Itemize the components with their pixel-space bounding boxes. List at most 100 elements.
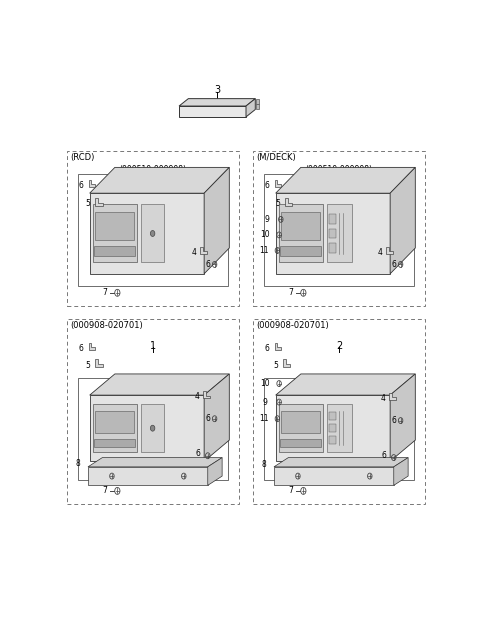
Polygon shape [275,180,281,187]
Text: 3: 3 [214,85,220,95]
Text: 6: 6 [391,260,396,269]
Polygon shape [274,467,394,485]
Text: 6: 6 [264,344,270,353]
Polygon shape [208,458,222,485]
Text: 10: 10 [261,230,270,239]
Bar [329,243,336,253]
Bar [93,204,137,263]
Text: 6: 6 [391,416,396,425]
Polygon shape [394,458,408,485]
Polygon shape [204,167,229,274]
Polygon shape [204,374,229,462]
Polygon shape [90,167,229,193]
Polygon shape [386,247,393,254]
Circle shape [150,425,155,431]
Text: 7: 7 [288,288,294,297]
Bar [281,212,320,240]
Text: (000908-020701): (000908-020701) [71,321,143,330]
Text: 6: 6 [264,181,270,190]
Polygon shape [90,395,204,462]
Bar [67,151,239,306]
Text: 2: 2 [336,341,342,351]
Polygon shape [275,343,281,350]
Text: 7: 7 [288,487,294,495]
Text: 5: 5 [85,199,90,208]
Polygon shape [88,467,208,485]
Text: (M/DECK): (M/DECK) [256,153,296,162]
Text: 1: 1 [150,341,156,351]
Bar [94,246,135,256]
Bar [253,151,424,306]
Bar [94,439,135,447]
Text: 6: 6 [79,181,84,190]
Bar [280,439,322,447]
Bar [78,174,228,287]
Bar [96,212,134,240]
Text: 6: 6 [195,449,200,458]
Polygon shape [95,198,103,206]
Bar [329,214,336,224]
Text: 7: 7 [103,288,108,297]
Bar [280,246,322,256]
Polygon shape [90,193,204,274]
Polygon shape [274,458,408,467]
Text: 6: 6 [205,414,210,423]
Text: 4: 4 [381,394,386,403]
Text: 11: 11 [259,414,268,423]
Text: 9: 9 [263,397,268,406]
Text: 6: 6 [381,451,386,460]
Text: (000510-000908): (000510-000908) [305,165,372,174]
Bar [256,104,259,108]
Polygon shape [283,359,290,367]
Polygon shape [89,180,96,187]
Text: 4: 4 [378,247,383,256]
Text: 1: 1 [150,176,156,187]
Bar [327,204,352,263]
Text: 6: 6 [205,260,210,269]
Polygon shape [276,395,390,462]
Polygon shape [90,374,229,395]
Bar [256,99,259,104]
Bar [279,204,323,263]
Polygon shape [276,374,415,395]
Bar [253,319,424,504]
Circle shape [150,231,155,237]
Polygon shape [89,343,96,350]
Polygon shape [204,391,210,398]
Polygon shape [95,359,103,367]
Bar [141,204,164,263]
Text: 8: 8 [75,459,80,468]
Bar [264,174,414,287]
Text: 5: 5 [85,360,90,370]
Bar [329,229,336,238]
Bar [141,404,164,452]
Text: (RCD): (RCD) [71,153,95,162]
Polygon shape [88,458,222,467]
Bar [329,412,336,420]
Polygon shape [390,374,415,462]
Bar [281,411,320,433]
Bar [67,319,239,504]
Text: 4: 4 [192,247,196,256]
Bar [96,411,134,433]
Text: 4: 4 [195,392,200,401]
Bar [279,404,323,452]
Bar [329,424,336,432]
Bar [327,404,352,452]
Bar [93,404,137,452]
Bar [329,436,336,444]
Text: 11: 11 [259,246,268,255]
Text: 8: 8 [261,460,266,469]
Polygon shape [200,247,207,254]
Bar [264,378,414,480]
Text: 6: 6 [79,344,84,353]
Polygon shape [390,167,415,274]
Text: 5: 5 [273,360,278,370]
Text: 7: 7 [103,487,108,495]
Polygon shape [276,167,415,193]
Polygon shape [389,393,396,400]
Text: 5: 5 [275,199,280,208]
Text: 9: 9 [264,215,270,224]
Text: 10: 10 [261,379,270,388]
Polygon shape [179,99,255,106]
